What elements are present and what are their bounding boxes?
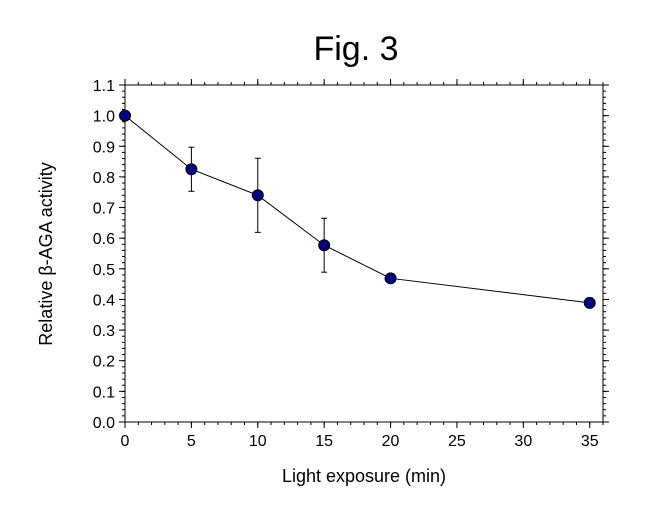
x-tick-label: 35 xyxy=(581,433,599,450)
y-tick-label: 0.3 xyxy=(93,323,115,340)
x-tick-label: 5 xyxy=(187,433,196,450)
x-tick-label: 25 xyxy=(448,433,466,450)
x-tick-label: 20 xyxy=(382,433,400,450)
y-tick-label: 0.9 xyxy=(93,139,115,156)
data-point xyxy=(318,239,331,252)
y-tick-label: 0.6 xyxy=(93,231,115,248)
data-point xyxy=(384,272,397,285)
y-tick-label: 0.2 xyxy=(93,354,115,371)
y-tick-label: 0.8 xyxy=(93,170,115,187)
y-tick-label: 0.0 xyxy=(93,415,115,432)
y-axis-label: Relative β-AGA activity xyxy=(36,162,56,345)
y-tick-label: 0.4 xyxy=(93,292,115,309)
x-tick-label: 0 xyxy=(121,433,130,450)
chart-title: Fig. 3 xyxy=(313,30,398,68)
y-tick-label: 0.5 xyxy=(93,262,115,279)
plot-frame xyxy=(124,84,604,423)
x-axis-label: Light exposure (min) xyxy=(282,466,446,486)
y-tick-label: 0.7 xyxy=(93,201,115,218)
data-point xyxy=(185,163,198,176)
x-tick-label: 15 xyxy=(315,433,333,450)
data-point xyxy=(583,296,596,309)
y-tick-label: 1.0 xyxy=(93,109,115,126)
data-point xyxy=(119,109,131,122)
ticks: 0 5 10 15 20 25 30 35 0.0 0.1 0.2 0.3 0.4 0.5 0.6 0.7 0.… xyxy=(93,78,609,450)
x-tick-label: 30 xyxy=(514,433,532,450)
y-tick-label: 0.1 xyxy=(93,384,115,401)
marks xyxy=(119,109,596,309)
data-point xyxy=(251,189,264,202)
y-tick-label: 1.1 xyxy=(93,78,115,95)
series-line xyxy=(124,115,590,304)
x-tick-label: 10 xyxy=(249,433,267,450)
